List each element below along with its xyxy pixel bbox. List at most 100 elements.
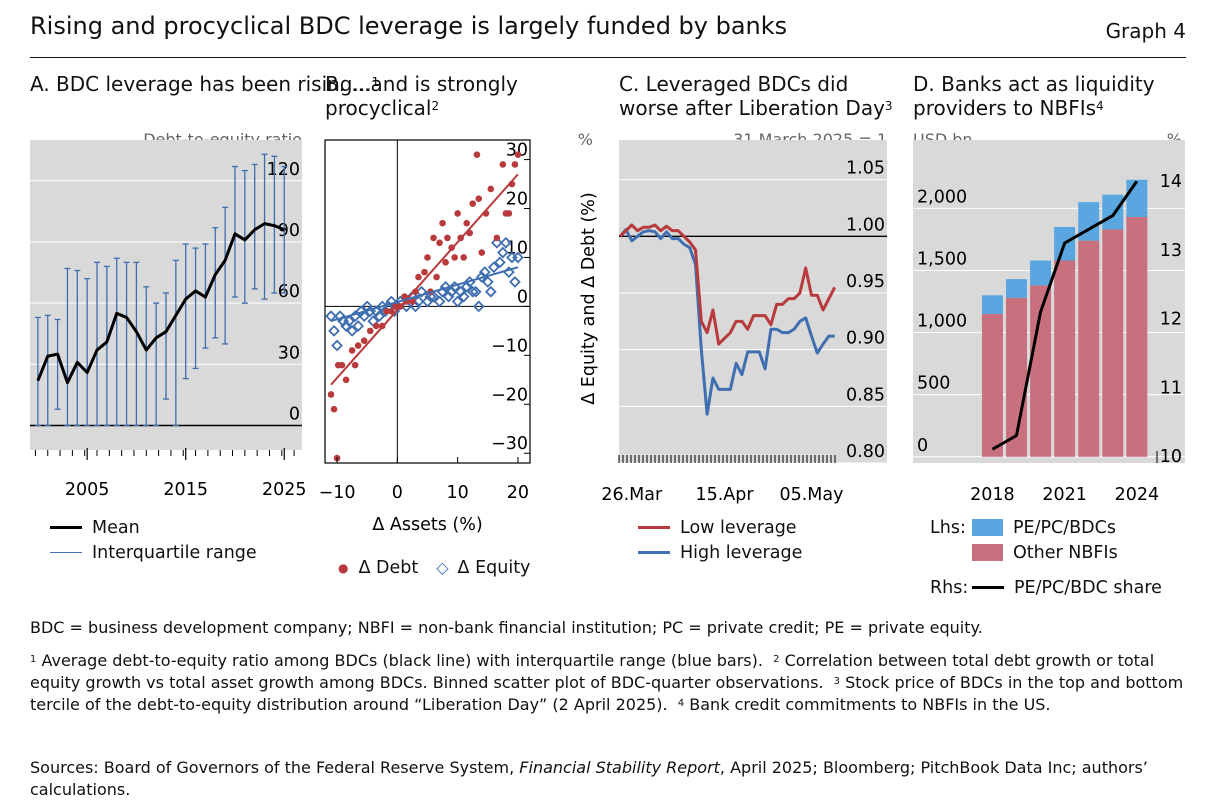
panel-a-legend: Mean Interquartile range [50,515,257,565]
panel-c-ytick-label: 0.90 [846,329,885,349]
legend-rhs-label: Rhs: [930,577,969,598]
panel-d-ytick-left-label: 500 [917,374,950,394]
debt-point [478,249,486,256]
debt-point [493,234,501,242]
panel-d-xtick-label: 2021 [1042,485,1087,505]
debt-point [392,303,399,310]
high-swatch [638,551,670,554]
debt-point [360,337,368,344]
debt-point [505,210,513,217]
panel-d-ytick-left-label: 1,000 [917,312,967,332]
pe-pc-bdc-bar [1030,260,1052,286]
panel-a-ytick-label: 30 [278,343,300,363]
panel-a-ytick-label: 60 [278,282,300,302]
panel-c-xtick-label: 05.May [779,485,843,505]
legend-item-share: Rhs: PE/PC/BDC share [930,575,1162,600]
debt-point [444,234,451,242]
legend-item-mean: Mean [50,515,257,540]
debt-point [372,322,380,330]
panel-b-title-line2: procyclical [325,96,432,120]
footnote-3: Stock price of BDCs in the top and botto… [30,673,1184,714]
panel-d-title-line2: providers to NBFIs [913,96,1097,120]
legend-item-pe: Lhs: PE/PC/BDCs [930,515,1162,540]
panel-b-ytick-label: −20 [491,385,528,405]
panel-b-xaxis-title: Δ Assets (%) [372,515,482,535]
panel-c-xtick-label: 15.Apr [695,485,754,505]
panel-a-ytick-label: 0 [289,405,300,425]
legend-other-label: Other NBFIs [1013,542,1118,563]
equity-point [454,285,467,298]
equity-fit-line [330,266,519,323]
footnote-1: Average debt-to-equity ratio among BDCs … [41,651,763,670]
panel-d-note-ref: 4 [1096,99,1104,113]
debt-point [514,151,522,158]
panel-b-legend: ● Δ Debt ◇ Δ Equity [338,555,530,580]
debt-point [454,210,461,217]
legend-item-high: High leverage [638,540,802,565]
footnotes: 1 Average debt-to-equity ratio among BDC… [30,650,1190,716]
debt-point [366,327,374,335]
debt-point [439,219,446,227]
equity-diamond-icon: ◇ [436,558,449,577]
other-nbfi-bar [981,313,1003,457]
abbreviations-note: BDC = business development company; NBFI… [30,618,983,637]
panel-c-title-line2: worse after Liberation Day [619,96,885,120]
panel-b-xtick-label: 20 [507,483,529,503]
panel-d-ytick-right-label: 11 [1160,378,1182,398]
equity-point [373,310,386,323]
share-swatch [972,586,1004,589]
debt-fit-line [330,173,519,386]
panel-d-ytick-left-label: 2,000 [917,187,967,207]
debt-point [499,161,507,168]
other-nbfi-bar [1030,285,1052,457]
debt-point [451,254,458,261]
panel-a-chart: 0 30 60 90 120 2005 2015 2025 [30,140,307,500]
legend-item-other: Other NBFIs [930,540,1162,565]
low-leverage-line [619,223,837,346]
debt-point [351,361,359,369]
panel-a-ytick-label: 120 [267,160,300,180]
panel-b-frame [324,139,531,464]
other-nbfi-bar [1126,217,1148,457]
panel-d-ytick-left-label: 1,500 [917,249,967,269]
equity-point [412,295,425,308]
equity-point [346,324,359,337]
iqr-swatch [50,552,82,553]
debt-point [415,273,422,281]
panel-d-ytick-right-label: 12 [1160,310,1182,330]
fn1-mark: 1 [30,654,37,665]
equity-point [331,339,343,352]
debt-point [473,151,481,158]
equity-point [334,310,346,323]
equity-point [352,320,365,332]
panel-a-title-text: A. BDC leverage has been rising... [30,72,372,96]
panel-c-chart: 0.80 0.85 0.90 0.95 1.00 1.05 26.Mar 15.Apr 05.M… [601,140,887,505]
debt-point [436,239,443,247]
high-leverage-line [619,228,835,416]
sources-pre: Sources: Board of Governors of the Feder… [30,758,515,777]
panel-d-ytick-left-label: 0 [917,436,928,456]
equity-point [472,300,485,313]
panel-d-ytick-right-label: 13 [1160,241,1182,261]
panel-b-unit: % [577,130,593,149]
panel-b-title: B. ...and is strongly procyclical2 [325,72,518,120]
equity-point [358,310,371,323]
equity-point [469,285,482,298]
other-nbfi-bar [1006,297,1028,457]
panel-d-legend: Lhs: PE/PC/BDCs Other NBFIs Rhs: PE/PC/BDC… [930,515,1162,600]
pe-pc-bdc-share-line [991,180,1139,451]
sources-post: , April 2025; Bloomberg; PitchBook Data … [30,758,1148,799]
sources-italic: Financial Stability Report [519,758,720,777]
legend-share-label: PE/PC/BDC share [1014,577,1162,598]
debt-point [442,259,449,266]
panel-c-title: C. Leveraged BDCs did worse after Libera… [619,72,893,120]
panel-a-xtick-label: 2005 [65,480,110,500]
panel-c-ytick-label: 0.95 [846,272,885,292]
equity-point [496,246,509,259]
legend-row-b: ● Δ Debt ◇ Δ Equity [338,555,530,580]
debt-point [327,391,335,398]
equity-point [457,290,470,303]
fn2-mark: 2 [773,654,780,665]
debt-point [342,376,350,384]
debt-point [424,254,431,261]
